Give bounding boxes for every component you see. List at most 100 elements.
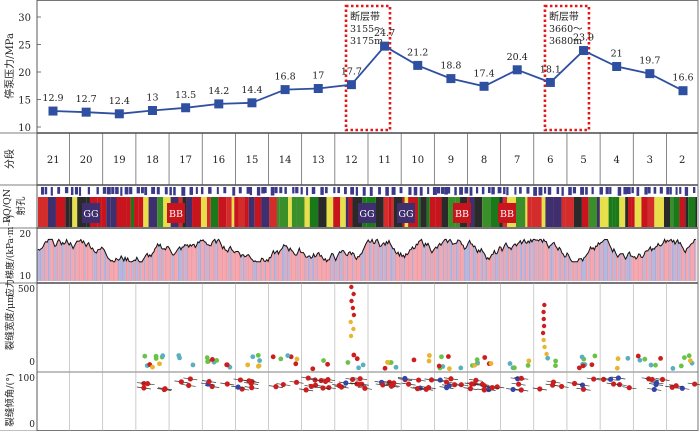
fracture-track — [37, 283, 700, 431]
fracture-width-point — [351, 312, 357, 318]
facies-band — [482, 197, 491, 227]
perforation-mark — [189, 187, 194, 195]
perforation-mark — [568, 187, 572, 196]
pressure-value-label: 14.2 — [208, 86, 229, 97]
fracture-dip-point — [649, 376, 655, 383]
perforation-mark — [454, 187, 457, 196]
facies-band — [612, 197, 616, 227]
perforation-mark — [129, 187, 133, 195]
facies-band — [65, 197, 70, 227]
facies-band — [234, 197, 239, 227]
perforation-mark — [378, 187, 381, 195]
facies-band — [254, 197, 262, 227]
fracture-dip-point — [380, 382, 386, 388]
stage-number: 10 — [411, 155, 424, 166]
perforation-mark — [41, 187, 44, 195]
perforation-mark — [136, 187, 140, 194]
fracture-dip-point — [428, 377, 435, 383]
perforation-mark — [279, 187, 283, 194]
facies-band — [515, 197, 526, 227]
stage-number: 12 — [345, 155, 358, 166]
perforation-mark — [64, 187, 69, 194]
fracture-width-point — [293, 361, 299, 367]
pressure-value-label: 14.4 — [241, 85, 262, 96]
facies-band — [418, 197, 421, 227]
facies-band — [101, 197, 107, 227]
perforation-mark — [538, 187, 543, 196]
facies-badge-label: GG — [398, 209, 413, 220]
perforation-mark — [232, 187, 236, 196]
fracture-width-point — [445, 354, 451, 359]
facies-badge — [453, 203, 471, 223]
fracture-width-point — [542, 344, 547, 350]
fracture-width-point — [351, 352, 357, 358]
perforation-mark — [181, 187, 186, 196]
fracture-dip-point — [336, 382, 342, 389]
stage-number: 6 — [547, 155, 553, 166]
facies-band — [531, 197, 542, 227]
perforation-mark — [491, 187, 495, 195]
fracture-width-point — [382, 365, 388, 371]
perforation-mark — [249, 187, 253, 196]
facies-band — [565, 197, 574, 227]
fracture-width-point — [642, 356, 648, 362]
pressure-value-label: 23.9 — [573, 33, 594, 44]
perforation-mark — [609, 187, 612, 195]
fracture-width-point — [190, 362, 196, 368]
perforation-mark — [626, 187, 631, 195]
stage-number: 15 — [246, 155, 259, 166]
facies-band — [309, 197, 319, 227]
perforation-mark — [57, 187, 61, 194]
facies-band — [388, 197, 392, 227]
fracture-dip-point — [679, 385, 685, 391]
fracture-width-point — [176, 353, 182, 358]
fracture-dip-point — [161, 386, 167, 393]
perforation-mark — [115, 187, 119, 195]
pressure-point — [479, 81, 489, 91]
perforation-mark — [144, 187, 148, 196]
fracture-width-point — [350, 305, 356, 311]
pressure-value-label: 12.9 — [42, 93, 63, 104]
stage-track: 21 20 19 18 17 16 15 14 13 12 11 10 9 8 7 6 5 4 3 2 — [47, 133, 685, 185]
perforation-mark — [151, 187, 156, 194]
facies-band — [326, 197, 334, 227]
facies-band — [192, 197, 201, 227]
fracture-width-point — [426, 358, 432, 364]
perforation-mark — [74, 187, 79, 195]
facies-badge-label: BB — [455, 209, 469, 220]
facies-band — [669, 197, 674, 227]
fracture-dip-point — [537, 386, 543, 392]
fracture-width-point — [625, 355, 631, 361]
fracture-width-point — [209, 357, 215, 362]
fracture-width-point — [360, 362, 366, 368]
facies-band — [126, 197, 131, 227]
fracture-width-point — [157, 361, 162, 367]
fracture-dip-point — [468, 381, 475, 387]
stage-number: 14 — [279, 155, 292, 166]
fracture-dip-point — [600, 376, 607, 382]
pressure-point — [380, 41, 390, 51]
pressure-point — [545, 77, 555, 87]
facies-band — [231, 197, 235, 227]
pressure-point — [48, 106, 58, 116]
facies-band — [588, 197, 597, 227]
fracture-width-point — [580, 363, 586, 369]
pressure-value-label: 16.6 — [672, 73, 693, 84]
fracture-dip-point — [559, 383, 565, 390]
stage-number: 5 — [580, 155, 586, 166]
fracture-dip-point — [388, 383, 395, 389]
fracture-width-point — [681, 355, 687, 360]
fracture-width-point — [245, 362, 251, 368]
fracture-dip-point — [206, 378, 212, 385]
pressure-point — [247, 98, 257, 108]
perforation-mark — [324, 187, 328, 194]
fracture-width-point — [507, 361, 513, 366]
fracture-dip-point — [489, 385, 495, 391]
fracture-dip-point — [659, 376, 666, 383]
fracture-dip-point — [141, 385, 147, 391]
facies-band — [695, 197, 697, 227]
perforation-mark — [50, 187, 53, 196]
fracture-width-point — [354, 356, 360, 362]
fracture-dip-point — [579, 382, 586, 388]
